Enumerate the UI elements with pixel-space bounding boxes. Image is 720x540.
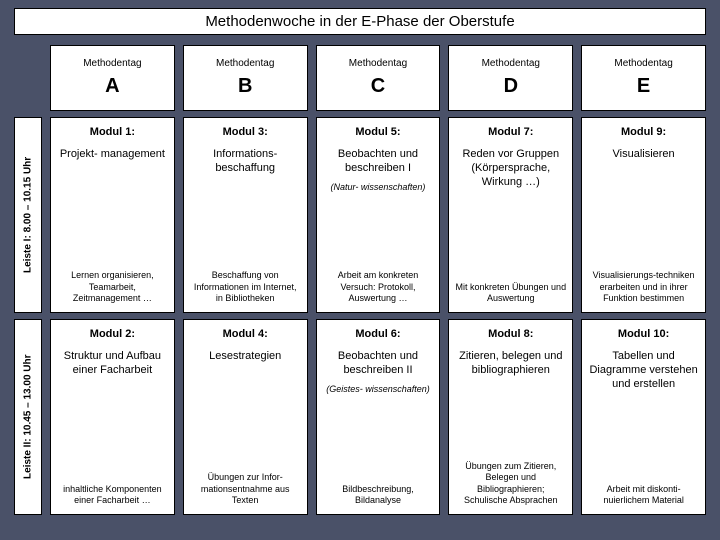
- column-header-label: Methodentag: [317, 58, 440, 69]
- row-label-1: Leiste I: 8.00 – 10.15 Uhr: [14, 117, 42, 313]
- page-title: Methodenwoche in der E-Phase der Oberstu…: [14, 8, 706, 35]
- module-topic: Informations- beschaffung: [188, 148, 303, 176]
- column-header-label: Methodentag: [184, 58, 307, 69]
- module-desc: Mit konkreten Übungen und Auswertung: [453, 282, 568, 305]
- column-header-c: Methodentag C: [316, 45, 441, 111]
- column-letter: C: [317, 75, 440, 98]
- cell-modul-7: Modul 7: Reden vor Gruppen (Körpersprach…: [448, 117, 573, 313]
- module-number: Modul 8:: [453, 328, 568, 340]
- module-topic: Lesestrategien: [188, 350, 303, 364]
- module-desc: Arbeit am konkreten Versuch: Protokoll, …: [321, 270, 436, 304]
- module-number: Modul 2:: [55, 328, 170, 340]
- module-number: Modul 4:: [188, 328, 303, 340]
- column-header-a: Methodentag A: [50, 45, 175, 111]
- module-subtitle: (Natur- wissenschaften): [321, 182, 436, 193]
- module-number: Modul 3:: [188, 126, 303, 138]
- module-desc: Visualisierungs-techniken erarbeiten und…: [586, 270, 701, 304]
- cell-modul-1: Modul 1: Projekt- management Lernen orga…: [50, 117, 175, 313]
- cell-modul-3: Modul 3: Informations- beschaffung Besch…: [183, 117, 308, 313]
- column-header-e: Methodentag E: [581, 45, 706, 111]
- cell-modul-4: Modul 4: Lesestrategien Übungen zur Info…: [183, 319, 308, 515]
- module-subtitle: (Geistes- wissenschaften): [321, 384, 436, 395]
- module-desc: Beschaffung von Informationen im Interne…: [188, 270, 303, 304]
- module-number: Modul 1:: [55, 126, 170, 138]
- module-topic: Beobachten und beschreiben II: [321, 350, 436, 378]
- cell-modul-8: Modul 8: Zitieren, belegen und bibliogra…: [448, 319, 573, 515]
- column-header-d: Methodentag D: [448, 45, 573, 111]
- module-topic: Reden vor Gruppen (Körpersprache, Wirkun…: [453, 148, 568, 189]
- module-topic: Struktur und Aufbau einer Facharbeit: [55, 350, 170, 378]
- column-letter: E: [582, 75, 705, 98]
- cell-modul-10: Modul 10: Tabellen und Diagramme versteh…: [581, 319, 706, 515]
- grid-corner-spacer: [14, 45, 42, 111]
- column-header-label: Methodentag: [51, 58, 174, 69]
- module-topic: Zitieren, belegen und bibliographieren: [453, 350, 568, 378]
- cell-modul-9: Modul 9: Visualisieren Visualisierungs-t…: [581, 117, 706, 313]
- module-number: Modul 6:: [321, 328, 436, 340]
- module-desc: Lernen organisieren, Teamarbeit, Zeitman…: [55, 270, 170, 304]
- cell-modul-5: Modul 5: Beobachten und beschreiben I (N…: [316, 117, 441, 313]
- column-letter: A: [51, 75, 174, 98]
- row-label-2: Leiste II: 10.45 – 13.00 Uhr: [14, 319, 42, 515]
- cell-modul-2: Modul 2: Struktur und Aufbau einer Facha…: [50, 319, 175, 515]
- column-header-label: Methodentag: [582, 58, 705, 69]
- module-desc: Arbeit mit diskonti-nuierlichem Material: [586, 484, 701, 507]
- module-topic: Tabellen und Diagramme verstehen und ers…: [586, 350, 701, 391]
- column-letter: D: [449, 75, 572, 98]
- module-number: Modul 10:: [586, 328, 701, 340]
- module-number: Modul 5:: [321, 126, 436, 138]
- module-desc: inhaltliche Komponenten einer Facharbeit…: [55, 484, 170, 507]
- module-desc: Bildbeschreibung, Bildanalyse: [321, 484, 436, 507]
- schedule-grid: Methodentag A Methodentag B Methodentag …: [14, 45, 706, 515]
- module-desc: Übungen zum Zitieren, Belegen und Biblio…: [453, 461, 568, 506]
- module-topic: Visualisieren: [586, 148, 701, 162]
- module-number: Modul 7:: [453, 126, 568, 138]
- module-number: Modul 9:: [586, 126, 701, 138]
- cell-modul-6: Modul 6: Beobachten und beschreiben II (…: [316, 319, 441, 515]
- module-desc: Übungen zur Infor-mationsentnahme aus Te…: [188, 472, 303, 506]
- module-topic: Beobachten und beschreiben I: [321, 148, 436, 176]
- column-letter: B: [184, 75, 307, 98]
- column-header-label: Methodentag: [449, 58, 572, 69]
- column-header-b: Methodentag B: [183, 45, 308, 111]
- module-topic: Projekt- management: [55, 148, 170, 162]
